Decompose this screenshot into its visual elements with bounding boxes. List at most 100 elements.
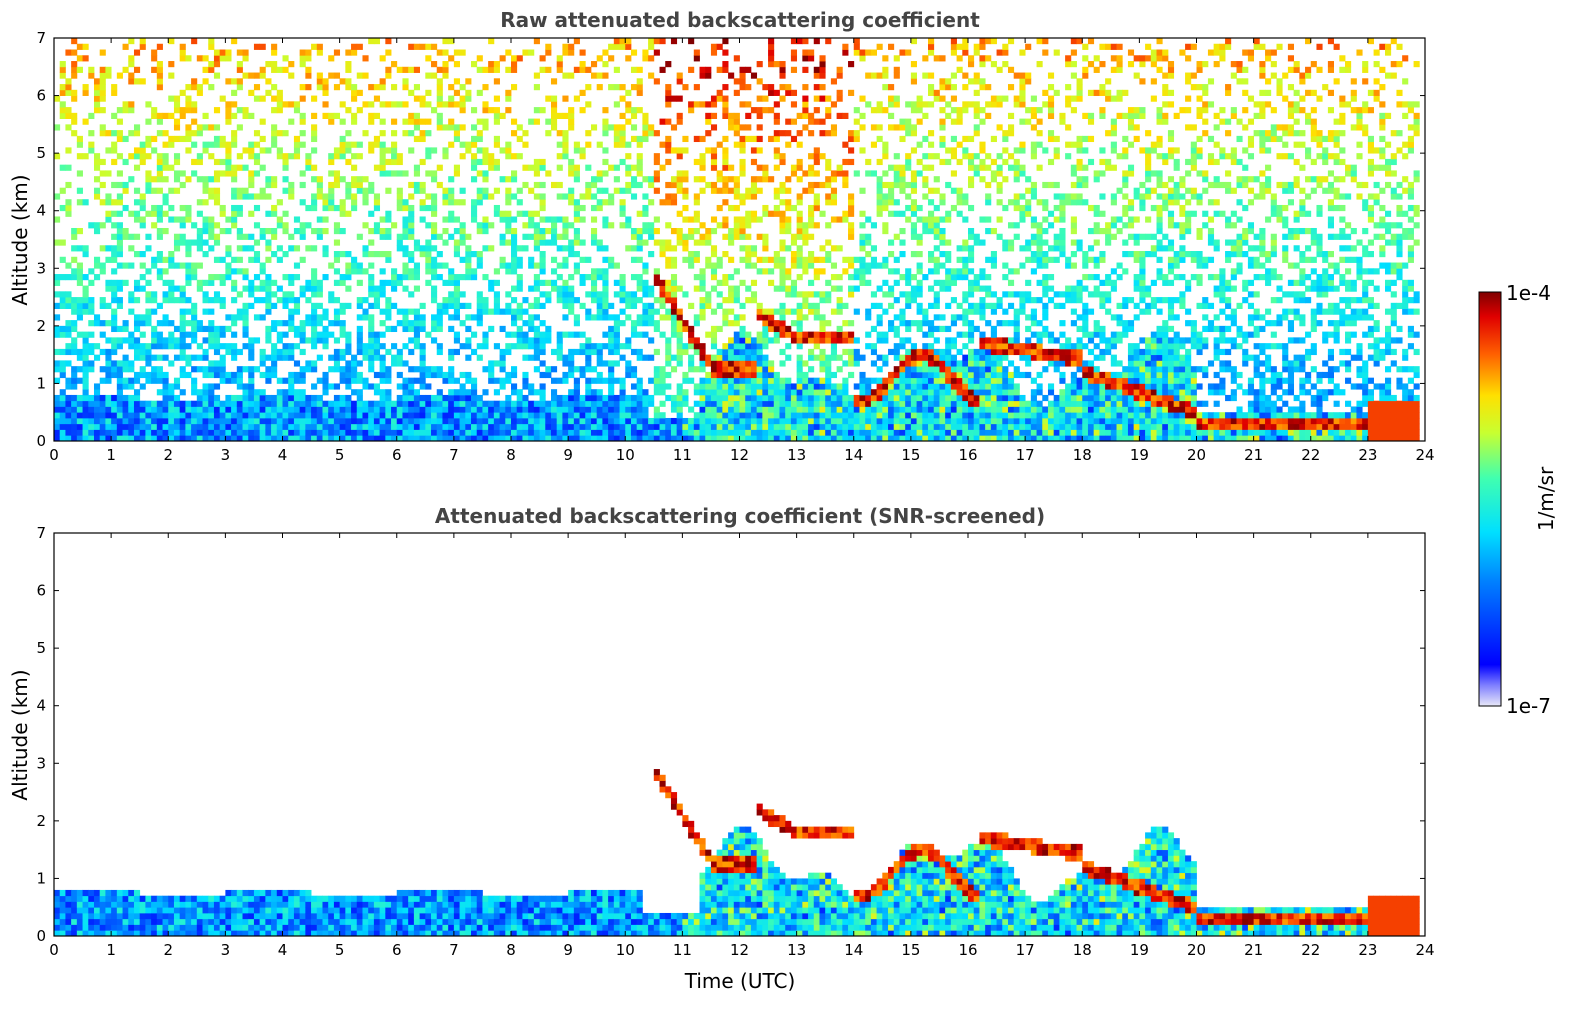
heatmap-cell <box>71 406 78 413</box>
heatmap-cell <box>345 423 352 430</box>
heatmap-cell <box>179 371 186 379</box>
heatmap-cell <box>665 394 672 402</box>
heatmap-cell <box>568 348 575 356</box>
heatmap-cell <box>642 112 649 119</box>
heatmap-cell <box>710 112 718 119</box>
heatmap-cell <box>236 124 243 131</box>
heatmap-cell <box>830 176 838 183</box>
heatmap-cell <box>391 417 398 425</box>
heatmap-cell <box>116 251 123 258</box>
heatmap-cell <box>116 429 123 436</box>
heatmap-cell <box>516 423 523 430</box>
heatmap-cell <box>808 153 815 160</box>
heatmap-cell <box>213 141 221 148</box>
heatmap-cell <box>196 435 203 442</box>
heatmap-cell <box>848 227 855 235</box>
heatmap-cell <box>876 176 883 183</box>
heatmap-cell <box>545 429 552 436</box>
heatmap-cell <box>802 400 809 407</box>
heatmap-cell <box>99 406 106 413</box>
heatmap-cell <box>88 412 95 419</box>
heatmap-cell <box>179 239 186 246</box>
heatmap-cell <box>808 406 815 413</box>
heatmap-cell <box>533 193 540 200</box>
heatmap-cell <box>693 199 700 206</box>
heatmap-cell <box>728 285 735 292</box>
heatmap-cell <box>253 274 261 281</box>
heatmap-cell <box>151 377 158 384</box>
heatmap-cell <box>773 101 780 108</box>
heatmap-cell <box>762 417 769 425</box>
heatmap-cell <box>168 320 175 327</box>
heatmap-cell <box>665 435 672 442</box>
heatmap-cell <box>156 84 163 91</box>
heatmap-cell <box>562 297 569 304</box>
heatmap-cell <box>870 72 877 79</box>
heatmap-cell <box>282 222 289 229</box>
heatmap-cell <box>533 297 540 304</box>
heatmap-cell <box>311 320 318 327</box>
heatmap-cell <box>419 377 426 384</box>
heatmap-cell <box>173 297 181 304</box>
heatmap-cell <box>808 308 815 315</box>
heatmap-cell <box>105 66 112 73</box>
heatmap-cell <box>408 268 415 275</box>
heatmap-cell <box>391 84 398 91</box>
heatmap-cell <box>162 164 169 171</box>
heatmap-cell <box>333 256 341 263</box>
heatmap-cell <box>636 170 643 177</box>
heatmap-cell <box>339 204 346 212</box>
heatmap-cell <box>625 55 632 62</box>
heatmap-cell <box>76 417 83 425</box>
heatmap-cell <box>648 308 655 315</box>
heatmap-cell <box>830 124 838 131</box>
heatmap-cell <box>471 429 478 436</box>
heatmap-cell <box>322 423 329 430</box>
heatmap-cell <box>499 354 506 361</box>
heatmap-cell <box>716 262 723 269</box>
heatmap-cell <box>116 423 123 430</box>
heatmap-cell <box>710 153 718 160</box>
heatmap-cell <box>116 337 123 344</box>
heatmap-cell <box>93 222 101 229</box>
heatmap-cell <box>773 377 780 384</box>
heatmap-cell <box>248 423 255 430</box>
heatmap-cell <box>596 400 603 407</box>
heatmap-cell <box>105 147 112 154</box>
heatmap-cell <box>105 130 112 137</box>
heatmap-cell <box>785 377 792 384</box>
heatmap-cell <box>362 400 369 407</box>
heatmap-cell <box>545 366 552 373</box>
heatmap-cell <box>516 343 523 350</box>
heatmap-cell <box>88 130 95 137</box>
heatmap-cell <box>471 394 478 402</box>
heatmap-cell <box>848 199 855 206</box>
heatmap-cell <box>556 262 563 269</box>
heatmap-cell <box>419 423 426 430</box>
heatmap-cell <box>499 262 506 269</box>
heatmap-cell <box>362 435 369 442</box>
heatmap-cell <box>636 89 643 96</box>
heatmap-cell <box>585 354 592 361</box>
heatmap-cell <box>436 394 443 402</box>
heatmap-cell <box>356 337 363 344</box>
heatmap-cell <box>128 233 135 240</box>
heatmap-cell <box>431 366 438 373</box>
heatmap-cell <box>139 193 146 200</box>
heatmap-cell <box>151 337 158 344</box>
heatmap-cell <box>373 193 381 200</box>
heatmap-cell <box>271 181 278 189</box>
heatmap-cell <box>539 251 546 258</box>
heatmap-cell <box>768 268 775 275</box>
heatmap-cell <box>522 141 529 148</box>
heatmap-cell <box>316 291 323 298</box>
heatmap-cell <box>539 181 546 189</box>
heatmap-cell <box>796 435 803 442</box>
heatmap-cell <box>596 291 603 298</box>
heatmap-cell <box>185 274 192 281</box>
heatmap-cell <box>191 118 198 125</box>
heatmap-cell <box>105 400 112 407</box>
heatmap-cell <box>533 348 540 356</box>
heatmap-cell <box>722 251 729 258</box>
heatmap-cell <box>271 394 278 402</box>
